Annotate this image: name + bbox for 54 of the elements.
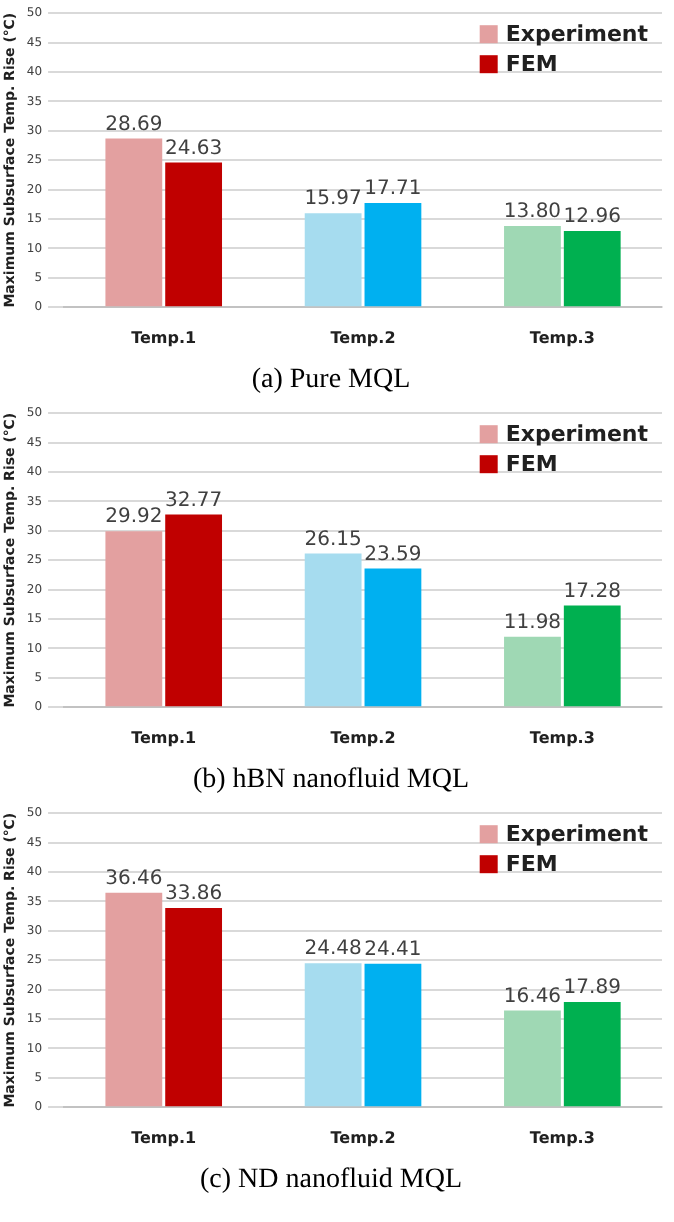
data-label: 16.46 (503, 985, 562, 1008)
x-tick-label: Temp.3 (529, 1128, 595, 1147)
data-label: 24.41 (364, 938, 422, 961)
data-label: 17.89 (563, 977, 621, 1000)
x-tick-label: Temp.3 (529, 728, 595, 747)
data-label: 24.48 (304, 938, 362, 961)
data-label: 28.69 (105, 113, 163, 136)
bar (563, 1002, 621, 1107)
x-tick-label: Temp.2 (330, 728, 396, 747)
bar (304, 213, 362, 307)
bar (563, 605, 621, 707)
bar (364, 963, 422, 1107)
text: (c) ND nanofluid MQL (199, 1164, 463, 1195)
bar (304, 963, 362, 1107)
data-label: 26.15 (304, 528, 362, 551)
bar (304, 553, 362, 707)
x-tick-label: Temp.1 (131, 728, 198, 747)
data-label: 13.80 (503, 201, 562, 224)
data-label: 36.46 (105, 868, 163, 890)
bar (165, 908, 223, 1107)
bar (105, 138, 163, 307)
legend-label: Experiment (505, 420, 649, 447)
bar (504, 1010, 561, 1107)
bar (165, 162, 223, 307)
data-label: 11.98 (503, 611, 562, 634)
data-label: 17.28 (563, 580, 621, 603)
legend-label: Experiment (505, 20, 649, 47)
bar (504, 226, 561, 307)
data-label: 32.77 (164, 489, 223, 512)
bar (364, 203, 422, 307)
text: (b) hBN nanofluid MQL (192, 764, 470, 795)
x-tick-label: Temp.2 (330, 328, 396, 347)
data-label: 24.63 (164, 137, 223, 160)
x-tick-label: Temp.3 (529, 328, 595, 347)
bar (105, 892, 163, 1107)
legend-label: Experiment (505, 820, 649, 847)
bar (364, 568, 422, 707)
legend-label: FEM (505, 450, 558, 477)
data-label: 23.59 (364, 543, 422, 566)
bar (563, 231, 621, 307)
data-label: 29.92 (105, 506, 163, 529)
data-label: 17.71 (364, 178, 422, 201)
bar (105, 531, 163, 707)
bar (165, 514, 223, 707)
data-label: 12.96 (563, 206, 621, 229)
legend-label: FEM (505, 50, 558, 77)
x-tick-label: Temp.1 (131, 328, 198, 347)
legend-label: FEM (505, 850, 558, 877)
x-tick-label: Temp.2 (330, 1128, 396, 1147)
data-label: 33.86 (164, 883, 223, 906)
x-tick-label: Temp.1 (131, 1128, 198, 1147)
bar (504, 636, 561, 707)
text: (a) Pure MQL (251, 364, 411, 395)
data-label: 15.97 (304, 188, 362, 211)
